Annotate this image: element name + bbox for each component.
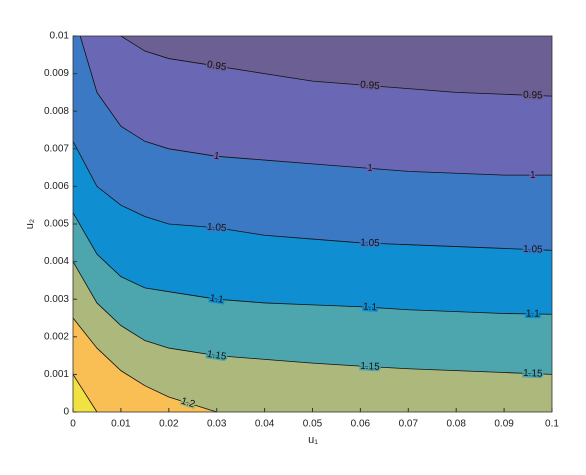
x-tick-label: 0.03 [207,419,227,430]
contour-line [79,35,552,176]
y-axis-label: u₂ [24,219,36,229]
contour-label: 1.05 [523,244,543,256]
x-tick-label: 0.06 [351,419,371,430]
y-tick-label: 0.008 [44,106,69,117]
contour-label: 1 [213,151,221,163]
y-tick-label: 0 [63,407,69,418]
y-tick-label: 0.003 [44,294,69,305]
y-tick-label: 0.004 [44,256,69,267]
y-tick-label: 0.005 [44,219,69,230]
x-tick-label: 0.04 [255,419,275,430]
contour-label: 1.05 [360,237,380,249]
x-axis-label: u₁ [308,434,318,446]
contour-label: 1 [367,163,374,174]
contour-line [72,374,98,413]
y-tick-label: 0.009 [44,68,69,79]
contour-line [72,317,217,413]
contour-line [120,35,553,97]
contour-label: 1 [530,170,536,181]
x-tick-label: 0.02 [159,419,179,430]
x-tick-label: 0 [70,419,76,430]
x-tick-label: 0.08 [446,419,466,430]
x-tick-label: 0.09 [494,419,514,430]
contour-label: 1.15 [360,361,380,373]
contour-line [72,261,553,375]
contour-label: 1.1 [526,308,541,319]
y-tick-label: 0.002 [44,331,69,342]
y-tick-label: 0.006 [44,181,69,192]
contour-label: 1.15 [206,349,227,363]
x-tick-label: 0.05 [303,419,323,430]
contour-label: 1.1 [363,302,378,314]
x-tick-label: 0.1 [545,419,559,430]
contour-line [72,212,553,315]
contour-label: 0.95 [523,90,543,102]
contour-label: 1.15 [523,368,543,380]
contour-label: 1.05 [207,222,228,235]
x-tick-label: 0.01 [111,419,131,430]
y-tick-label: 0.007 [44,143,69,154]
contour-label: 0.95 [206,59,227,73]
contour-line [72,141,553,251]
contour-region [73,36,552,97]
x-tick-label: 0.07 [399,419,419,430]
y-tick-label: 0.001 [44,369,69,380]
contour-label: 0.95 [360,80,381,93]
contour-label: 1.1 [209,293,225,306]
y-tick-label: 0.01 [50,31,70,42]
